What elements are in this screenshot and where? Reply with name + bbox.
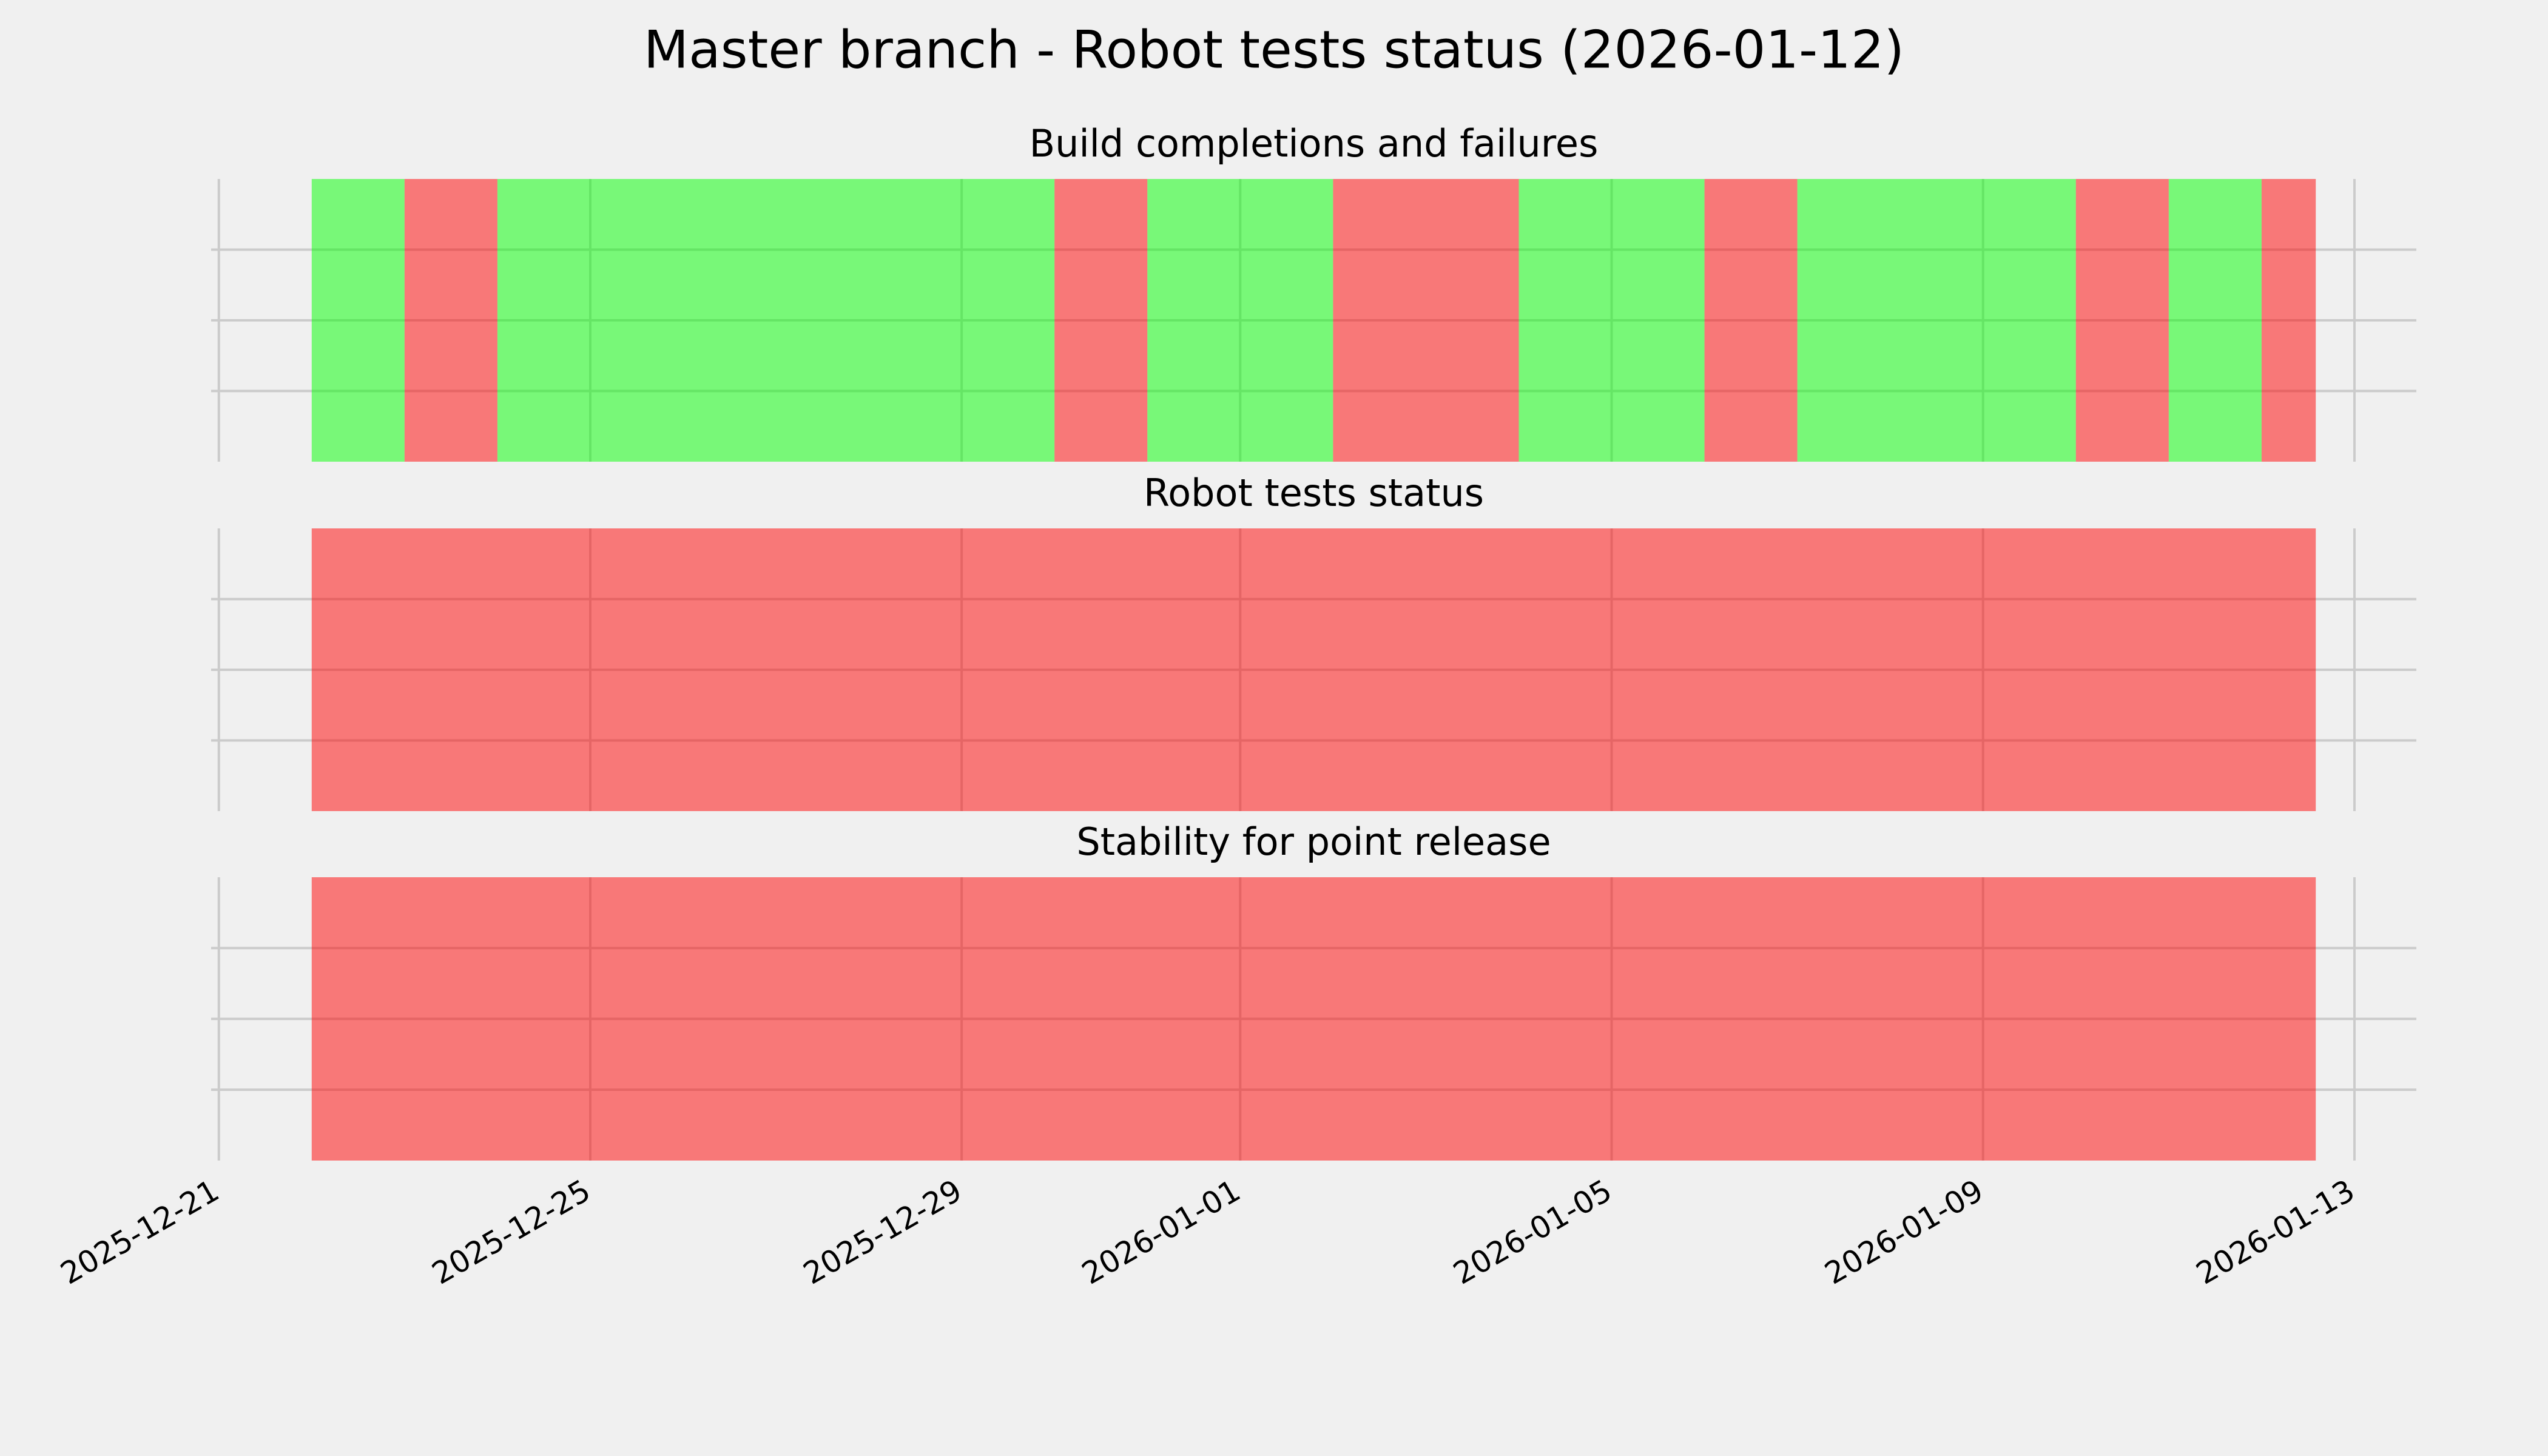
panel-title: Stability for point release xyxy=(1076,820,1551,864)
status-segment xyxy=(1704,179,1798,462)
status-segment xyxy=(311,528,2316,811)
panel-title: Robot tests status xyxy=(1144,471,1484,515)
chart-title: Master branch - Robot tests status (2026… xyxy=(644,19,1904,80)
status-segment xyxy=(2261,179,2316,462)
status-segment xyxy=(311,179,405,462)
panel-title: Build completions and failures xyxy=(1030,121,1599,166)
status-segment xyxy=(1518,179,1705,462)
status-segment xyxy=(1797,179,2076,462)
status-segment xyxy=(404,179,497,462)
status-segment xyxy=(2075,179,2169,462)
status-segment xyxy=(497,179,1055,462)
status-segment xyxy=(311,877,2316,1161)
status-segment xyxy=(1333,179,1519,462)
status-segment xyxy=(1054,179,1148,462)
status-segment xyxy=(2168,179,2262,462)
status-segment xyxy=(1147,179,1333,462)
